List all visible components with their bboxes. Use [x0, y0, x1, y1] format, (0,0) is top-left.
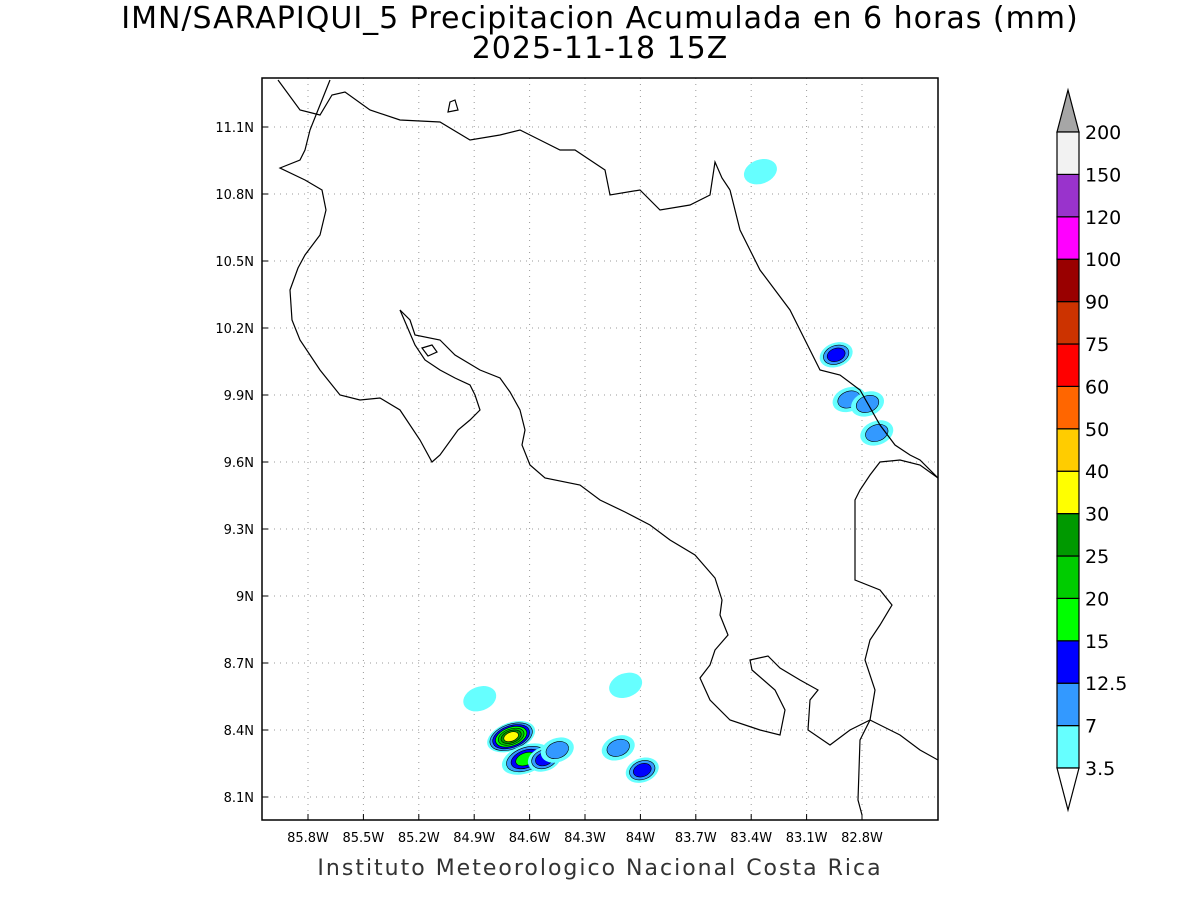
colorbar: 3.5 7 12.5 15 20 25 30 40 50 60 75 90 100 120 150 200	[1056, 87, 1127, 813]
colorbar-label: 90	[1085, 292, 1109, 314]
colorbar-swatch	[1056, 512, 1080, 557]
y-tick-label: 8.1N	[224, 791, 254, 806]
colorbar-swatch	[1056, 597, 1080, 642]
colorbar-label: 25	[1085, 546, 1109, 568]
footer-credit: Instituto Meteorologico Nacional Costa R…	[317, 856, 883, 881]
colorbar-swatch	[1056, 258, 1080, 303]
precip-contour	[606, 738, 630, 757]
x-tick-label: 83.1W	[786, 831, 828, 846]
y-tick-label: 10.8N	[215, 188, 254, 203]
x-tick-label: 82.8W	[841, 831, 883, 846]
axis-ticks: 85.8W 85.5W 85.2W 84.9W 84.6W 84.3W 84W 83.7W 83…	[215, 121, 883, 846]
y-tick-label: 8.7N	[224, 657, 254, 672]
colorbar-swatch	[1056, 682, 1080, 727]
colorbar-swatch	[1056, 385, 1080, 430]
colorbar-swatch	[1056, 640, 1080, 684]
colorbar-swatch	[1056, 555, 1080, 600]
colorbar-label: 30	[1085, 504, 1109, 526]
coastline-northwest	[278, 79, 481, 463]
colorbar-under-arrow	[1056, 767, 1080, 813]
island-north	[447, 99, 459, 113]
precip-contour	[609, 672, 643, 699]
map-grid	[262, 78, 938, 820]
colorbar-swatch	[1056, 343, 1080, 388]
precipitation-layer	[463, 158, 894, 783]
x-tick-label: 83.4W	[730, 831, 772, 846]
colorbar-label: 15	[1085, 631, 1109, 653]
y-tick-label: 11.1N	[215, 121, 254, 136]
colorbar-label: 3.5	[1085, 758, 1115, 780]
colorbar-swatch	[1056, 173, 1080, 218]
x-tick-label: 84.6W	[509, 831, 551, 846]
x-tick-label: 85.8W	[287, 831, 329, 846]
precip-cell	[487, 721, 536, 753]
precip-cell	[540, 737, 574, 763]
colorbar-swatch	[1056, 301, 1080, 345]
precip-contour	[503, 731, 519, 742]
precip-cell	[819, 342, 853, 368]
colorbar-label: 100	[1085, 249, 1121, 271]
precip-contour	[633, 763, 652, 778]
x-tick-label: 85.2W	[398, 831, 440, 846]
colorbar-over-arrow	[1056, 87, 1080, 133]
precip-contour	[463, 686, 497, 712]
border-panama	[854, 459, 938, 816]
y-tick-label: 10.2N	[215, 322, 254, 337]
colorbar-label: 150	[1085, 164, 1121, 186]
colorbar-label: 75	[1085, 334, 1109, 356]
coastline-caribbean	[729, 189, 938, 479]
colorbar-swatch	[1056, 131, 1080, 176]
x-tick-label: 84W	[626, 831, 656, 846]
precip-cell	[463, 686, 497, 712]
colorbar-swatch	[1056, 724, 1080, 769]
x-tick-label: 85.5W	[342, 831, 384, 846]
x-tick-label: 84.3W	[564, 831, 606, 846]
colorbar-label: 200	[1085, 122, 1121, 144]
y-tick-label: 10.5N	[215, 255, 254, 270]
colorbar-label: 120	[1085, 207, 1121, 229]
colorbar-swatch	[1056, 216, 1080, 260]
y-tick-label: 9.3N	[224, 523, 254, 538]
map-frame	[261, 77, 939, 821]
colorbar-label: 60	[1085, 376, 1109, 398]
x-tick-label: 84.9W	[453, 831, 495, 846]
y-tick-label: 9N	[236, 590, 254, 605]
precip-cell	[743, 158, 777, 185]
colorbar-swatch	[1056, 470, 1080, 515]
coastline-north	[277, 79, 731, 211]
colorbar-label: 40	[1085, 461, 1109, 483]
y-tick-label: 8.4N	[224, 724, 254, 739]
precip-contour	[545, 741, 569, 760]
map-subtitle: 2025-11-18 15Z	[471, 31, 729, 66]
precip-contour	[743, 158, 777, 185]
island	[421, 344, 438, 357]
map-title: IMN/SARAPIQUI_5 Precipitacion Acumulada …	[121, 1, 1079, 36]
colorbar-swatch	[1056, 428, 1080, 472]
y-tick-label: 9.6N	[224, 456, 254, 471]
colorbar-label: 50	[1085, 419, 1109, 441]
gulf-nicoya	[399, 309, 938, 761]
x-tick-label: 83.7W	[675, 831, 717, 846]
precip-cell	[860, 420, 894, 446]
colorbar-label: 7	[1085, 716, 1097, 738]
colorbar-label: 20	[1085, 588, 1109, 610]
y-tick-label: 9.9N	[224, 389, 254, 404]
precip-cell	[601, 735, 635, 761]
precip-contour	[826, 347, 846, 362]
coastline-layer	[277, 79, 938, 816]
precip-cell	[625, 757, 659, 783]
colorbar-label: 12.5	[1085, 673, 1127, 695]
precip-cell	[609, 672, 643, 699]
